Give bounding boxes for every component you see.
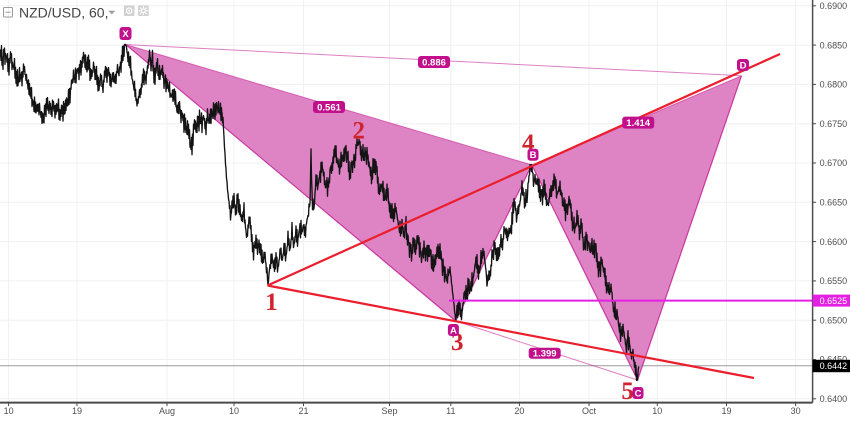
svg-text:0.6525: 0.6525 [820, 296, 848, 306]
svg-text:0.6450: 0.6450 [820, 355, 848, 365]
svg-text:B: B [530, 150, 537, 161]
svg-text:0.6600: 0.6600 [820, 237, 848, 247]
svg-text:0.886: 0.886 [422, 57, 446, 68]
svg-text:X: X [122, 29, 129, 40]
svg-text:Oct: Oct [582, 406, 597, 416]
svg-text:0.6800: 0.6800 [820, 80, 848, 90]
svg-text:0.6750: 0.6750 [820, 119, 848, 129]
svg-text:0.6850: 0.6850 [820, 40, 848, 50]
svg-text:NZD/USD, 60,: NZD/USD, 60, [19, 5, 108, 21]
svg-text:0.6500: 0.6500 [820, 315, 848, 325]
svg-text:0.561: 0.561 [317, 102, 341, 113]
svg-text:0.6400: 0.6400 [820, 394, 848, 404]
svg-text:19: 19 [721, 406, 731, 416]
svg-text:11: 11 [446, 406, 455, 416]
svg-text:10: 10 [652, 406, 662, 416]
svg-text:2: 2 [352, 118, 365, 145]
svg-text:30: 30 [791, 406, 801, 416]
svg-text:5: 5 [621, 378, 634, 405]
svg-text:0.6650: 0.6650 [820, 198, 848, 208]
svg-text:A: A [450, 325, 457, 336]
svg-text:20: 20 [514, 406, 524, 416]
svg-text:C: C [635, 388, 642, 399]
svg-text:1.399: 1.399 [533, 349, 557, 360]
svg-text:1: 1 [265, 289, 278, 316]
svg-text:10: 10 [229, 406, 239, 416]
svg-text:Aug: Aug [159, 406, 175, 416]
svg-text:10: 10 [4, 406, 14, 416]
svg-text:D: D [740, 60, 747, 71]
svg-text:0.6442: 0.6442 [820, 361, 848, 371]
svg-text:0.6700: 0.6700 [820, 158, 848, 168]
svg-text:0.6900: 0.6900 [820, 1, 848, 11]
svg-text:0.6550: 0.6550 [820, 276, 848, 286]
svg-text:Sep: Sep [381, 406, 397, 416]
svg-text:21: 21 [298, 406, 308, 416]
svg-text:19: 19 [72, 406, 82, 416]
svg-text:1.414: 1.414 [626, 118, 650, 129]
